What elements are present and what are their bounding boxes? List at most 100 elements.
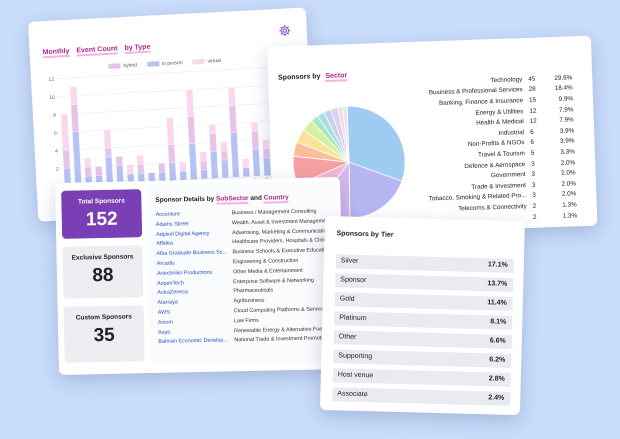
y-tick-label: 4 bbox=[55, 149, 58, 155]
bar-segment-hybrid[interactable] bbox=[200, 160, 208, 171]
bar-segment-in-person[interactable] bbox=[105, 156, 114, 185]
bar-segment-in-person[interactable] bbox=[242, 167, 250, 178]
bar-segment-hybrid[interactable] bbox=[158, 162, 166, 173]
bar-segment-in-person[interactable] bbox=[200, 169, 208, 180]
y-gridline bbox=[58, 101, 301, 115]
sector-dimension-selector[interactable]: Sector bbox=[325, 72, 348, 82]
tier-row[interactable]: Sponsor 13.7% bbox=[335, 273, 514, 292]
bar-segment-hybrid[interactable] bbox=[167, 144, 176, 163]
bar-segment-virtual[interactable] bbox=[179, 161, 187, 172]
bar-segment-virtual[interactable] bbox=[227, 87, 236, 106]
exclusive-sponsors-tile: Exclusive Sponsors 88 bbox=[62, 245, 144, 299]
sector-count: 5 bbox=[530, 149, 535, 157]
title-monthly[interactable]: Monthly bbox=[42, 47, 70, 59]
sponsor-name-column: Accenture Adams Street Adpixel Digital Age… bbox=[156, 209, 235, 348]
tier-name: Host venue bbox=[337, 371, 374, 380]
bar-segment-virtual[interactable] bbox=[84, 157, 92, 168]
bar-segment-virtual[interactable] bbox=[136, 154, 144, 165]
sector-percent: 2.0% bbox=[560, 158, 576, 167]
bar-segment-hybrid[interactable] bbox=[251, 130, 260, 150]
sector-percent: 7.9% bbox=[559, 116, 574, 125]
legend-hybrid[interactable]: hybrid bbox=[108, 62, 137, 69]
sector-percent: 3.9% bbox=[560, 137, 575, 146]
pie-slice[interactable] bbox=[346, 104, 406, 183]
bar-segment-virtual[interactable] bbox=[69, 86, 78, 106]
tier-percent: 13.7% bbox=[487, 280, 508, 288]
y-gridline bbox=[57, 83, 300, 97]
bar-segment-virtual[interactable] bbox=[126, 164, 134, 175]
sector-count: 12 bbox=[529, 117, 537, 126]
bar-segment-virtual[interactable] bbox=[60, 113, 70, 151]
total-sponsors-value: 152 bbox=[85, 208, 118, 231]
bar-segment-in-person[interactable] bbox=[168, 162, 177, 181]
sector-count: 15 bbox=[528, 96, 537, 104]
bar-segment-hybrid[interactable] bbox=[262, 148, 271, 159]
country-selector[interactable]: Country bbox=[263, 194, 289, 204]
bar-segment-virtual[interactable] bbox=[185, 89, 195, 117]
sponsor-name-link[interactable]: Alba Graduate Business Sc... bbox=[156, 249, 227, 258]
bar-segment-in-person[interactable] bbox=[188, 143, 198, 180]
sector-count: 12 bbox=[529, 107, 537, 115]
bar-segment-in-person[interactable] bbox=[72, 131, 82, 186]
sector-table: Technology 45 29.6% Business & Professional… bbox=[410, 72, 587, 226]
bar-segment-hybrid[interactable] bbox=[104, 147, 112, 158]
bar-segment-in-person[interactable] bbox=[252, 148, 261, 177]
bar-segment-hybrid[interactable] bbox=[187, 116, 196, 144]
y-gridline bbox=[59, 119, 302, 133]
legend-in-person[interactable]: in person bbox=[146, 60, 183, 68]
pie-slice[interactable] bbox=[341, 105, 350, 163]
tier-row[interactable]: Silver 17.1% bbox=[335, 254, 514, 273]
bar-segment-virtual[interactable] bbox=[262, 139, 270, 150]
bar-segment-virtual[interactable] bbox=[199, 151, 207, 162]
total-sponsors-label: Total Sponsors bbox=[77, 197, 125, 206]
sponsor-name-link[interactable]: Bahrain Economic Develop... bbox=[158, 337, 228, 346]
bar-segment-virtual[interactable] bbox=[166, 117, 175, 146]
bar-segment-virtual[interactable] bbox=[242, 158, 250, 169]
bar-segment-in-person[interactable] bbox=[179, 170, 187, 181]
settings-gear-icon[interactable] bbox=[278, 24, 291, 37]
legend-virtual[interactable]: virtual bbox=[192, 58, 221, 65]
tier-row[interactable]: Other 6.6% bbox=[333, 330, 512, 349]
bar-segment-hybrid[interactable] bbox=[115, 156, 123, 166]
bar-segment-virtual[interactable] bbox=[220, 141, 228, 152]
bar-segment-hybrid[interactable] bbox=[220, 150, 228, 161]
bar-segment-in-person[interactable] bbox=[230, 132, 240, 178]
sector-percent: 9.9% bbox=[558, 95, 574, 103]
sponsors-by-tier-title: Sponsors by Tier bbox=[336, 230, 394, 239]
bar-segment-in-person[interactable] bbox=[263, 157, 271, 177]
bar-segment-virtual[interactable] bbox=[250, 121, 259, 132]
tier-row[interactable]: Platinum 8.1% bbox=[334, 311, 513, 330]
sector-count: 6 bbox=[530, 139, 535, 147]
bar-segment-hybrid[interactable] bbox=[209, 133, 218, 152]
title-event-count[interactable]: Event Count bbox=[76, 45, 118, 57]
y-tick-label: 10 bbox=[49, 95, 55, 101]
sector-percent: 2.0% bbox=[561, 169, 576, 177]
bar-segment-in-person[interactable] bbox=[210, 151, 219, 179]
sector-pie-chart bbox=[292, 104, 406, 219]
bar-segment-hybrid[interactable] bbox=[62, 149, 71, 169]
tier-row[interactable]: Supporting 6.2% bbox=[333, 349, 512, 368]
bar-segment-hybrid[interactable] bbox=[228, 105, 238, 133]
bar-segment-virtual[interactable] bbox=[208, 124, 217, 134]
sector-count: 28 bbox=[528, 86, 536, 94]
tier-percent: 6.6% bbox=[489, 337, 506, 345]
bar-segment-hybrid[interactable] bbox=[137, 163, 145, 174]
bar-segment-hybrid[interactable] bbox=[95, 166, 103, 176]
y-tick-label: 8 bbox=[53, 113, 56, 119]
sector-count: 2 bbox=[532, 202, 537, 210]
tier-name: Platinum bbox=[339, 314, 367, 323]
subsector-selector[interactable]: SubSector bbox=[215, 194, 249, 205]
tier-name: Associate bbox=[337, 390, 368, 399]
title-by-type[interactable]: by Type bbox=[124, 43, 151, 54]
bar-segment-virtual[interactable] bbox=[103, 129, 112, 149]
tier-row[interactable]: Associate 2.4% bbox=[332, 387, 511, 406]
tier-name: Gold bbox=[339, 295, 355, 303]
bar-segment-hybrid[interactable] bbox=[84, 166, 92, 177]
tier-row[interactable]: Host venue 2.8% bbox=[332, 368, 511, 387]
tier-row[interactable]: Gold 11.4% bbox=[334, 292, 513, 311]
bar-segment-hybrid[interactable] bbox=[70, 104, 80, 132]
custom-sponsors-tile: Custom Sponsors 35 bbox=[63, 305, 145, 363]
sector-percent: 18.4% bbox=[554, 84, 573, 93]
sector-percent: 1.3% bbox=[562, 201, 577, 209]
bar-segment-in-person[interactable] bbox=[221, 159, 229, 179]
